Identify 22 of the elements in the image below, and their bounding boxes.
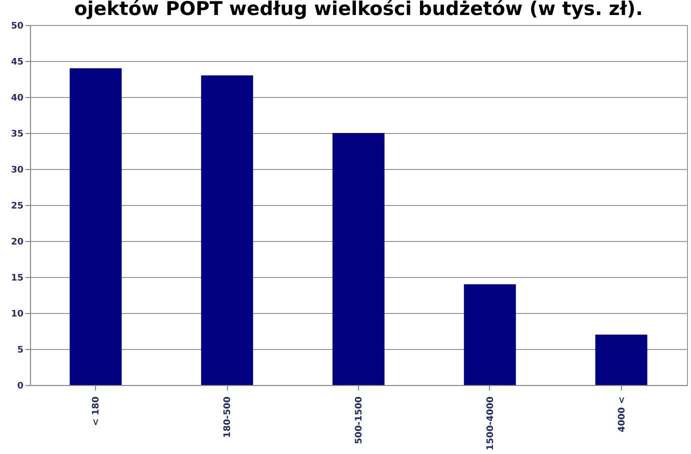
bar [332, 133, 384, 385]
y-tick-label: 40 [10, 94, 24, 104]
y-tick-label: 15 [10, 274, 24, 284]
y-tick-label: 10 [10, 310, 24, 320]
y-tick-label: 25 [10, 202, 24, 212]
x-tick-label: 180-500 [223, 396, 234, 438]
bar [595, 334, 648, 385]
y-tick-label: 50 [10, 22, 24, 32]
x-tick-label: 500-1500 [354, 396, 364, 444]
bar [201, 75, 254, 385]
x-tick-label: 1500-4000 [486, 396, 496, 450]
x-tick-label: < 180 [92, 396, 102, 426]
y-tick-label: 30 [10, 166, 24, 176]
y-tick-label: 20 [10, 238, 24, 248]
y-tick-label: 0 [17, 382, 24, 392]
x-tick-label: 4000 < [617, 396, 628, 432]
y-tick-label: 5 [17, 346, 24, 356]
bar [464, 284, 516, 385]
chart-title: ojektów POPT według wielkości budżetów (w tys. zł). [74, 0, 643, 20]
bar [70, 68, 122, 385]
y-tick-label: 35 [10, 130, 24, 140]
y-tick-label: 45 [10, 58, 24, 68]
